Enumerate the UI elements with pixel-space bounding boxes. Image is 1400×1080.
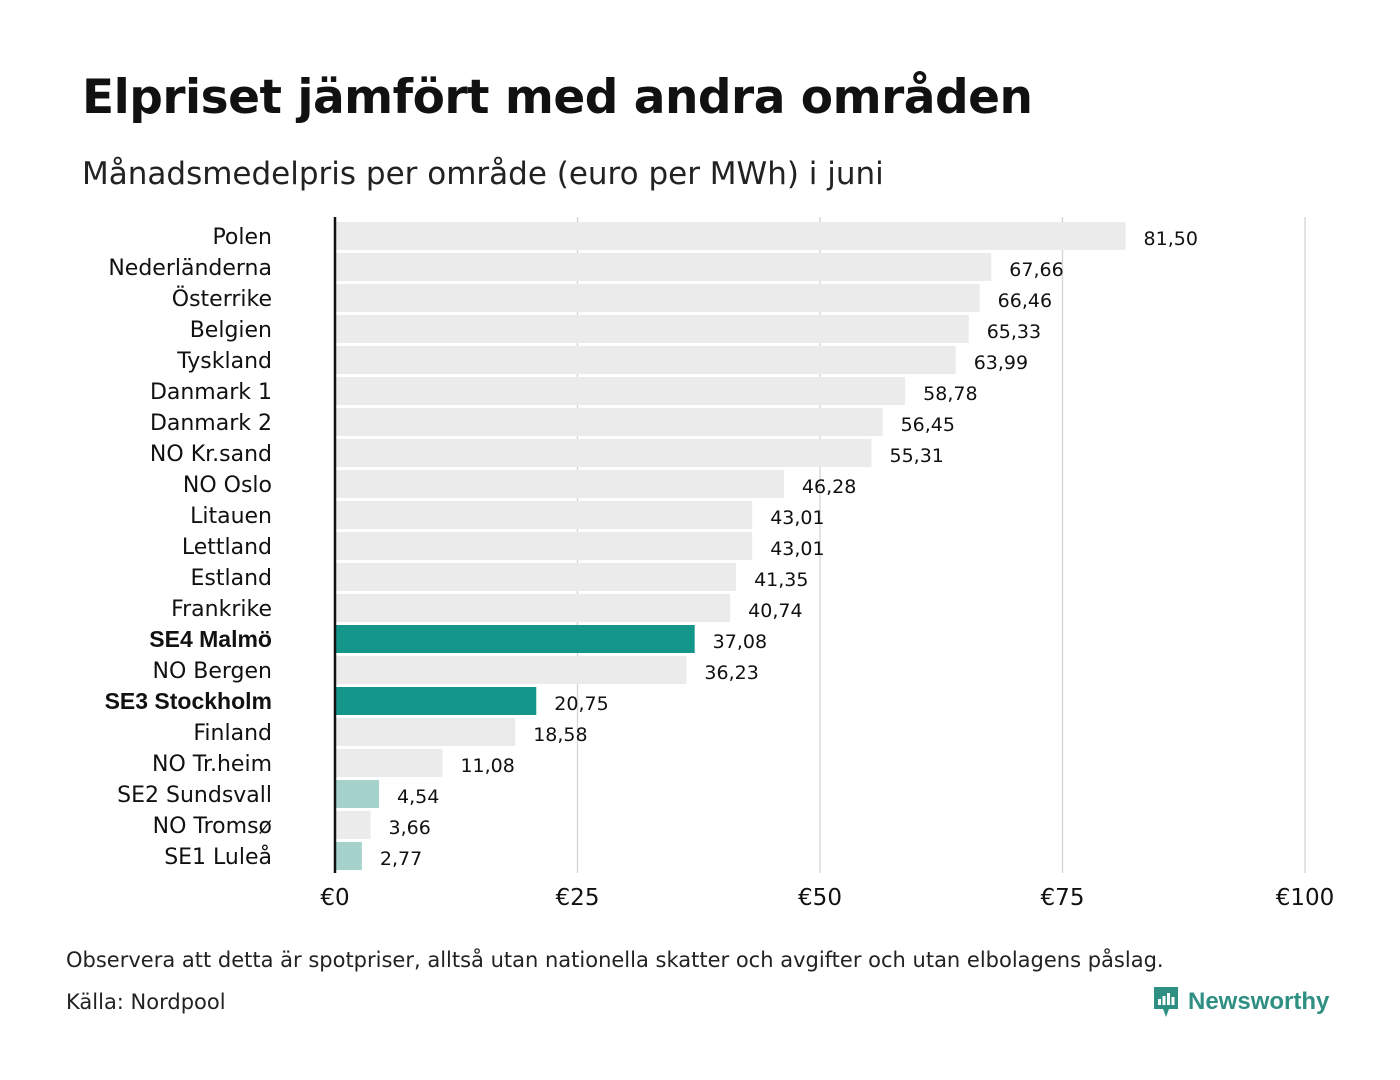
category-label: Danmark 2 xyxy=(150,411,272,436)
value-label: 58,78 xyxy=(923,383,977,405)
value-label: 36,23 xyxy=(704,662,758,684)
bar xyxy=(335,222,1126,250)
category-label: NO Tr.heim xyxy=(152,752,272,777)
category-label: Frankrike xyxy=(171,597,272,622)
bar xyxy=(335,811,371,839)
category-label: Österrike xyxy=(172,286,272,312)
newsworthy-logo: Newsworthy xyxy=(1152,984,1329,1020)
value-label: 43,01 xyxy=(770,538,824,560)
category-label: SE1 Luleå xyxy=(164,844,272,870)
value-label: 40,74 xyxy=(748,600,802,622)
x-tick-label: €0 xyxy=(320,885,349,911)
value-label: 67,66 xyxy=(1009,259,1063,281)
bar xyxy=(335,842,362,870)
source-note: Källa: Nordpool xyxy=(66,990,226,1014)
bar xyxy=(335,594,731,622)
bar xyxy=(335,780,380,808)
value-label: 3,66 xyxy=(389,817,431,839)
newsworthy-logo-icon xyxy=(1154,987,1178,1017)
bar xyxy=(335,625,695,653)
category-label: NO Bergen xyxy=(153,659,273,684)
footnote: Observera att detta är spotpriser, allts… xyxy=(66,948,1164,972)
bar xyxy=(335,253,992,281)
category-label: Estland xyxy=(191,566,273,591)
category-label: SE3 Stockholm xyxy=(105,688,272,714)
value-label: 55,31 xyxy=(890,445,944,467)
x-tick-label: €100 xyxy=(1276,885,1335,911)
x-axis-ticks: €0 €25 €50 €75 €100 xyxy=(320,885,1334,911)
bar-chart: Polen Nederländerna Österrike Belgien Tyskla… xyxy=(105,217,1334,911)
bar xyxy=(335,718,516,746)
category-label: Litauen xyxy=(190,504,272,529)
value-label: 65,33 xyxy=(987,321,1041,343)
value-label: 81,50 xyxy=(1144,228,1198,250)
chart-subtitle: Månadsmedelpris per område (euro per MWh… xyxy=(82,156,884,192)
bar xyxy=(335,532,753,560)
category-label: Lettland xyxy=(182,535,272,560)
x-tick-label: €75 xyxy=(1041,885,1085,911)
bar xyxy=(335,687,537,715)
bar xyxy=(335,315,969,343)
x-tick-label: €50 xyxy=(798,885,842,911)
value-label: 2,77 xyxy=(380,848,422,870)
bar xyxy=(335,346,956,374)
category-labels: Polen Nederländerna Österrike Belgien Tyskla… xyxy=(105,225,272,870)
category-label: NO Kr.sand xyxy=(150,442,272,467)
value-label: 20,75 xyxy=(554,693,608,715)
x-tick-label: €25 xyxy=(556,885,600,911)
value-label: 66,46 xyxy=(998,290,1052,312)
value-label: 46,28 xyxy=(802,476,856,498)
category-label: SE4 Malmö xyxy=(149,626,272,652)
bars xyxy=(335,222,1126,870)
chart-title: Elpriset jämfört med andra områden xyxy=(82,70,1033,125)
value-labels: 81,50 67,66 66,46 65,33 63,99 58,78 56,45 55,31… xyxy=(380,228,1198,870)
bar xyxy=(335,563,737,591)
bar xyxy=(335,470,784,498)
category-label: Finland xyxy=(193,721,272,746)
value-label: 4,54 xyxy=(397,786,439,808)
value-label: 43,01 xyxy=(770,507,824,529)
category-label: Danmark 1 xyxy=(150,380,272,405)
bar xyxy=(335,377,906,405)
category-label: NO Tromsø xyxy=(153,814,272,839)
value-label: 18,58 xyxy=(533,724,587,746)
value-label: 11,08 xyxy=(460,755,514,777)
category-label: NO Oslo xyxy=(183,473,272,498)
category-label: Nederländerna xyxy=(108,256,272,281)
brand-name: Newsworthy xyxy=(1188,988,1330,1015)
value-label: 63,99 xyxy=(974,352,1028,374)
bar xyxy=(335,501,753,529)
category-label: Polen xyxy=(212,225,272,250)
bar xyxy=(335,408,883,436)
value-label: 37,08 xyxy=(713,631,767,653)
value-label: 41,35 xyxy=(754,569,808,591)
category-label: SE2 Sundsvall xyxy=(117,783,272,808)
bar xyxy=(335,439,872,467)
value-label: 56,45 xyxy=(901,414,955,436)
category-label: Tyskland xyxy=(176,349,272,374)
bar xyxy=(335,656,687,684)
category-label: Belgien xyxy=(190,318,272,343)
bar xyxy=(335,284,980,312)
bar xyxy=(335,749,443,777)
